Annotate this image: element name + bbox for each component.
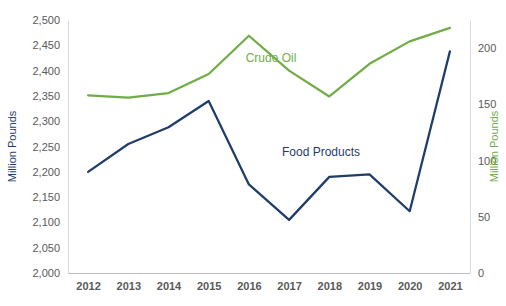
tick-label: 2,500 [32, 14, 60, 26]
series-line [88, 51, 450, 219]
tick-label: 50 [478, 211, 490, 223]
tick: 2,400 [32, 65, 68, 77]
tick: 2,200 [32, 166, 68, 178]
tick: 2,000 [32, 267, 68, 279]
tick: 2020 [398, 273, 422, 292]
tick: 2,300 [32, 115, 68, 127]
tick: 2014 [157, 273, 182, 292]
tick-label: 2012 [76, 280, 100, 292]
tick-label: 2,350 [32, 90, 60, 102]
tick: 2017 [277, 273, 301, 292]
tick-label: 2,250 [32, 141, 60, 153]
tick-label: 2,000 [32, 267, 60, 279]
tick-label: 2020 [398, 280, 422, 292]
tick: 2012 [76, 273, 100, 292]
tick-label: 150 [478, 98, 496, 110]
plot: 2012 2013 2014 2015 2016 2017 2018 2019 2020 2021… [32, 14, 496, 292]
tick-label: 2018 [318, 280, 342, 292]
y-axis-title: Million Pounds [6, 110, 18, 182]
tick: 150 [470, 98, 496, 110]
x-axis: 2012 2013 2014 2015 2016 2017 2018 2019 2020 2021 [69, 273, 471, 292]
series-label: Crude Oil [246, 51, 297, 65]
y2-axis-title: Million Pounds [488, 110, 500, 182]
tick-label: 2,150 [32, 191, 60, 203]
tick-label: 200 [478, 42, 496, 54]
tick-label: 0 [478, 267, 484, 279]
tick: 200 [470, 42, 496, 54]
tick-label: 2017 [277, 280, 301, 292]
tick: 2019 [358, 273, 382, 292]
tick: 2,350 [32, 90, 68, 102]
tick: 2013 [117, 273, 141, 292]
tick: 2016 [237, 273, 261, 292]
tick-label: 2,300 [32, 115, 60, 127]
tick-label: 2,100 [32, 216, 60, 228]
tick: 2,500 [32, 14, 68, 26]
tick: 0 [470, 267, 484, 279]
tick-label: 2,450 [32, 39, 60, 51]
tick-label: 2014 [157, 280, 182, 292]
tick: 2,250 [32, 141, 68, 153]
axis-line [470, 21, 471, 274]
tick-label: 2015 [197, 280, 221, 292]
axis-line [69, 273, 471, 274]
series-line [88, 28, 450, 98]
tick: 2015 [197, 273, 221, 292]
axis-line [68, 21, 69, 274]
tick-label: 2016 [237, 280, 261, 292]
y-axis: 2,000 2,050 2,100 2,150 2,200 2,250 2,300 2,350… [32, 14, 68, 279]
tick: 2,150 [32, 191, 68, 203]
tick: 50 [470, 211, 490, 223]
tick: 2,450 [32, 39, 68, 51]
lines [88, 28, 450, 220]
tick: 2,050 [32, 242, 68, 254]
tick-label: 2,050 [32, 242, 60, 254]
tick-label: 2,400 [32, 65, 60, 77]
tick-label: 2013 [117, 280, 141, 292]
series-label: Food Products [282, 145, 360, 159]
tick: 2021 [438, 273, 462, 292]
tick: 2,100 [32, 216, 68, 228]
tick-label: 2021 [438, 280, 462, 292]
tick-label: 2,200 [32, 166, 60, 178]
tick-label: 2019 [358, 280, 382, 292]
tick: 2018 [318, 273, 342, 292]
chart: 2012 2013 2014 2015 2016 2017 2018 2019 2020 2021… [0, 0, 506, 306]
